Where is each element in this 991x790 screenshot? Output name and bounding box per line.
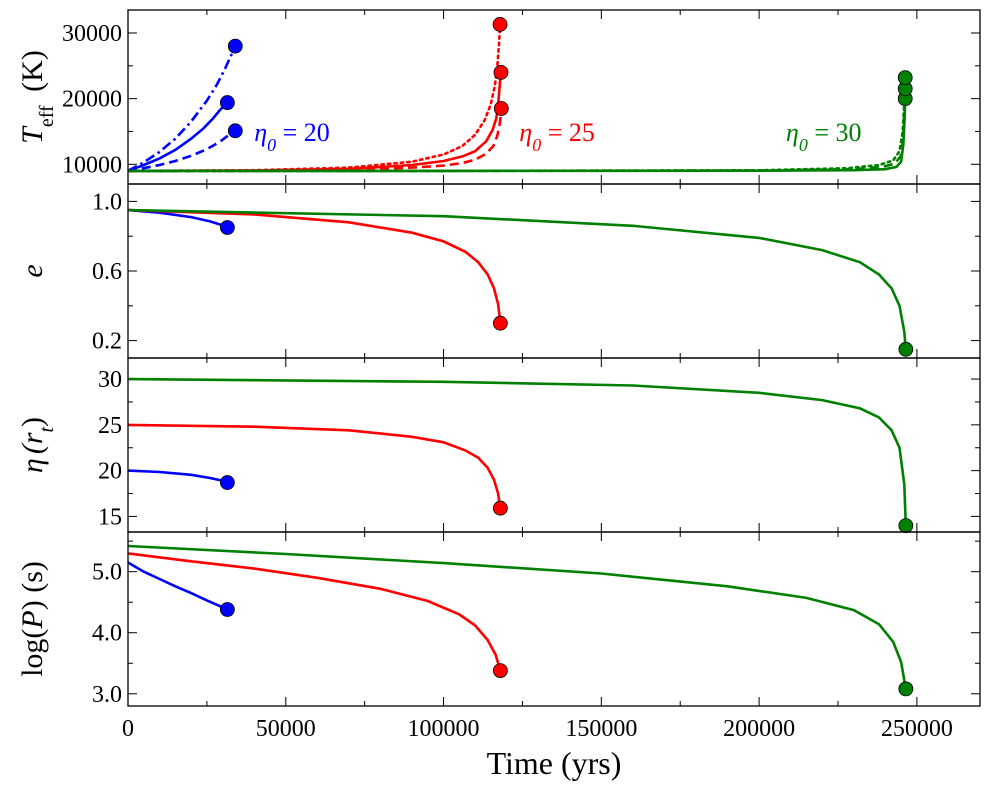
annot-subscript: 0 bbox=[799, 135, 808, 155]
panel-frame bbox=[127, 531, 981, 707]
panel-logp: 3.0 4.0 5.0 log(P) (s) 0 50000 100000 150000 200… bbox=[16, 531, 981, 742]
series-line-eta20 bbox=[128, 561, 228, 611]
series-line-eta25 bbox=[128, 552, 502, 671]
ylabel-close: ) (s) bbox=[16, 561, 49, 610]
panel-frame bbox=[127, 9, 981, 185]
y-tick-label: 5.0 bbox=[92, 560, 122, 586]
y-tick-label: 15 bbox=[98, 504, 122, 530]
end-marker bbox=[898, 341, 914, 357]
end-marker bbox=[219, 602, 235, 617]
ylabel-sym: P bbox=[16, 610, 49, 629]
ylabel-unit: (K) bbox=[16, 50, 49, 99]
end-marker bbox=[492, 315, 508, 331]
annotation-eta0-label: η0 = 20 bbox=[254, 118, 330, 155]
end-marker bbox=[492, 17, 508, 32]
y-tick-label: 4.0 bbox=[92, 621, 122, 647]
x-tick-label: 150000 bbox=[565, 716, 637, 742]
series-line-eta20-dotted bbox=[128, 45, 237, 173]
series-group bbox=[128, 23, 907, 173]
series-line-eta25 bbox=[128, 208, 502, 324]
annotation-eta0-label: η0 = 30 bbox=[786, 118, 862, 155]
ylabel-main: log( bbox=[16, 629, 49, 677]
end-marker bbox=[897, 70, 913, 86]
y-tick-label: 30000 bbox=[62, 21, 122, 47]
series-line-eta30 bbox=[128, 208, 908, 350]
end-marker bbox=[493, 64, 509, 80]
y-tick-label: 20000 bbox=[62, 87, 122, 113]
y-tick-label: 0.2 bbox=[92, 329, 122, 355]
series-line-eta20-dashed bbox=[128, 129, 236, 173]
ylabel-close: ) bbox=[16, 417, 49, 427]
series-line-eta25-dotted bbox=[128, 23, 502, 173]
x-tick-label: 200000 bbox=[723, 716, 795, 742]
y-tick-label: 1.0 bbox=[92, 189, 122, 215]
y-tick-label: 10000 bbox=[62, 152, 122, 178]
annotation-eta0-label: η0 = 25 bbox=[519, 118, 595, 155]
annot-symbol: η bbox=[254, 118, 267, 147]
series-line-eta30-dotted bbox=[128, 76, 907, 173]
end-marker bbox=[219, 95, 235, 110]
series-line-eta20 bbox=[128, 469, 228, 484]
x-tick-label: 250000 bbox=[881, 716, 953, 742]
x-axis-label: Time (yrs) bbox=[487, 745, 622, 781]
annot-value: = 20 bbox=[276, 118, 330, 147]
y-axis-label: e bbox=[16, 264, 49, 277]
end-marker bbox=[227, 38, 243, 54]
series-line-eta30 bbox=[128, 377, 908, 526]
x-tick-label: 100000 bbox=[408, 716, 480, 742]
series-line-eta30 bbox=[128, 544, 908, 690]
y-tick-label: 20 bbox=[98, 459, 122, 485]
end-marker bbox=[492, 500, 508, 516]
annot-value: = 30 bbox=[808, 118, 862, 147]
x-tick-label: 0 bbox=[122, 716, 134, 742]
series-line-eta25 bbox=[128, 423, 502, 509]
y-tick-label: 25 bbox=[98, 413, 122, 439]
ylabel-sub: eff bbox=[36, 105, 58, 127]
end-marker bbox=[219, 220, 235, 235]
ylabel-main: e bbox=[16, 264, 49, 277]
end-marker bbox=[492, 663, 508, 678]
annot-value: = 25 bbox=[541, 118, 595, 147]
y-axis-label: η (rt) bbox=[16, 417, 58, 473]
end-marker bbox=[493, 101, 509, 116]
y-tick-label: 3.0 bbox=[92, 682, 122, 708]
end-marker bbox=[227, 123, 243, 139]
y-tick-label: 0.6 bbox=[92, 259, 122, 285]
series-group bbox=[128, 208, 908, 350]
x-tick-label: 50000 bbox=[256, 716, 316, 742]
annot-symbol: η bbox=[519, 118, 532, 147]
end-marker bbox=[898, 518, 914, 533]
panel-eta: 15 20 25 30 η (rt) bbox=[16, 357, 981, 533]
end-marker bbox=[219, 475, 235, 490]
series-group bbox=[128, 544, 908, 690]
annot-subscript: 0 bbox=[267, 135, 276, 155]
end-marker bbox=[898, 681, 914, 697]
y-axis-label: log(P) (s) bbox=[16, 561, 49, 677]
y-tick-label: 30 bbox=[98, 367, 122, 393]
annot-subscript: 0 bbox=[532, 135, 541, 155]
ylabel-main: η bbox=[16, 458, 49, 473]
y-axis-label: Teff (K) bbox=[16, 50, 58, 144]
ylabel-argsub: t bbox=[36, 427, 58, 433]
ylabel-main: T bbox=[16, 125, 49, 144]
series-group bbox=[128, 377, 908, 526]
series-line-eta20-solid bbox=[128, 101, 229, 173]
panel-ecc: 0.2 0.6 1.0 e bbox=[16, 183, 981, 359]
ylabel-arg: (r bbox=[16, 432, 49, 454]
panel-frame bbox=[127, 183, 981, 359]
annot-symbol: η bbox=[786, 118, 799, 147]
